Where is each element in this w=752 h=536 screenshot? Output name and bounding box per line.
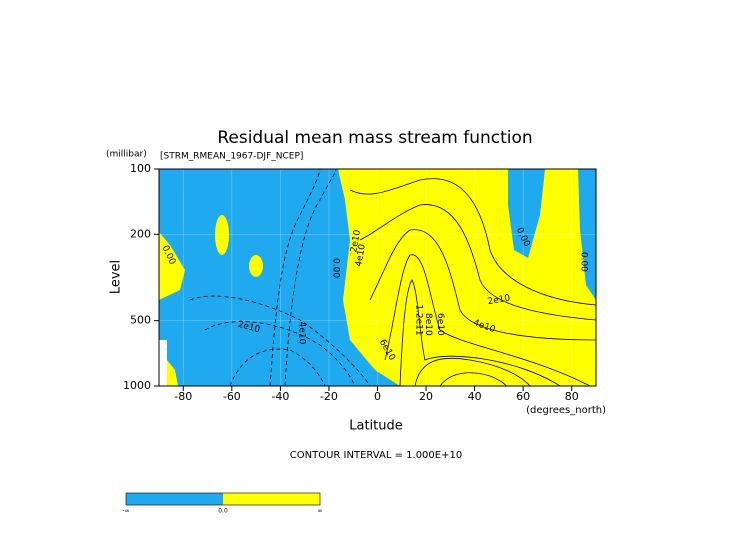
contour-label: 8e10 (423, 313, 433, 336)
contour-line (369, 229, 596, 341)
negative-region (578, 169, 596, 300)
contour-line (189, 295, 371, 386)
y-tick-label: 200 (130, 227, 151, 240)
colorbar-positive (223, 493, 320, 505)
x-tick-label: 60 (516, 390, 530, 403)
contour-label: 1.2e11 (413, 304, 423, 335)
x-tick-label: 0 (374, 390, 381, 403)
colorbar-label: 0.0 (218, 508, 228, 515)
y-tick-label: 100 (130, 162, 151, 175)
contour-line (284, 169, 337, 386)
contour-line (414, 357, 531, 386)
contour-line (204, 321, 356, 386)
chart-subtitle: [STRM_RMEAN_1967-DJF_NCEP] (160, 152, 303, 162)
x-tick-label: -20 (320, 390, 338, 403)
contour-line (359, 204, 596, 321)
contour-label: 0.00 (578, 252, 588, 272)
contour-line (399, 279, 561, 386)
contour-label: 6e10 (435, 313, 445, 336)
y-tick-label: 1000 (123, 379, 151, 392)
negative-region (508, 169, 545, 258)
contour-line (384, 254, 591, 386)
chart-title: Residual mean mass stream function (217, 128, 532, 148)
y-tick-label: 500 (130, 314, 151, 327)
contour-label: 4e10 (354, 243, 368, 267)
colorbar-negative (126, 493, 223, 505)
x-tick-label: 40 (468, 390, 482, 403)
contour-label: 4e10 (297, 322, 307, 345)
contour-label: 2e10 (349, 229, 363, 253)
missing-data (159, 340, 167, 386)
colorbar-frame (125, 492, 321, 506)
contour-line (439, 372, 507, 386)
x-tick-label: 80 (565, 390, 579, 403)
contour-line (229, 348, 326, 386)
contour-line (269, 169, 321, 386)
y-axis-label: Level (109, 260, 124, 294)
colorbar-label: ∞ (318, 508, 323, 515)
x-tick-label: -80 (174, 390, 192, 403)
y-unit: (millibar) (106, 150, 147, 160)
x-tick-label: -60 (223, 390, 241, 403)
x-tick-label: 20 (419, 390, 433, 403)
x-axis-label: Latitude (349, 419, 403, 434)
contour-line (349, 178, 596, 306)
contour-field (159, 169, 596, 386)
contour-label: 0.00 (331, 258, 341, 278)
positive-region (215, 215, 229, 255)
positive-region (249, 255, 263, 277)
x-tick-label: -40 (271, 390, 289, 403)
x-unit: (degrees_north) (526, 405, 606, 416)
colorbar-label: -∞ (122, 508, 129, 515)
contour-label: 2e10 (487, 293, 511, 307)
contour-note: CONTOUR INTERVAL = 1.000E+10 (290, 450, 462, 461)
